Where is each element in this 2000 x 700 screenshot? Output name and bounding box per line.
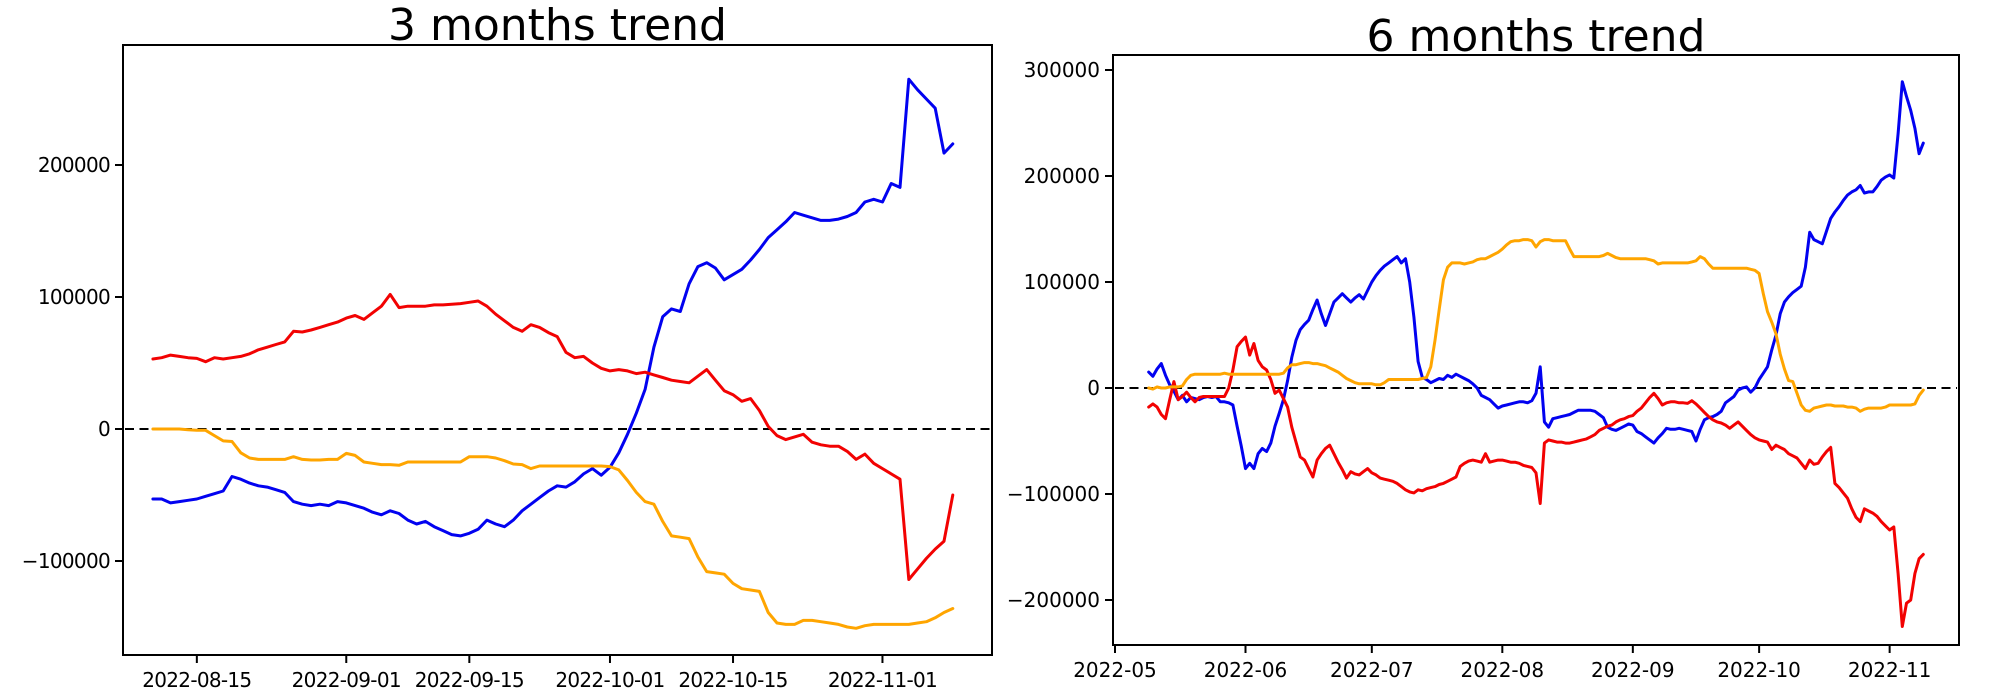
x-tick-label: 2022-11 bbox=[1848, 658, 1932, 682]
chart-6-months-trend: 2022-05 2022-06 2022-07 2022-08 2022-09 2022-… bbox=[1007, 54, 1960, 682]
y-tick-label: 100000 bbox=[38, 285, 110, 309]
series-line-orange-series bbox=[1147, 238, 1925, 413]
x-tick-label: 2022-11-01 bbox=[828, 668, 937, 692]
y-tick-label: 300000 bbox=[1024, 58, 1100, 82]
x-tick-label: 2022-09-01 bbox=[292, 668, 401, 692]
y-tick-label: −200000 bbox=[1007, 588, 1100, 612]
x-tick-label: 2022-08-15 bbox=[142, 668, 251, 692]
plot-area-border bbox=[1112, 54, 1960, 646]
x-tick-label: 2022-05 bbox=[1073, 658, 1157, 682]
plot-area-border bbox=[122, 44, 993, 656]
y-tick-label: 200000 bbox=[38, 153, 110, 177]
x-tick-label: 2022-10 bbox=[1717, 658, 1801, 682]
chart-title-6-months-trend: 6 months trend bbox=[1366, 11, 1706, 62]
series-line-red-series bbox=[151, 292, 955, 581]
y-tick-label: 200000 bbox=[1024, 164, 1100, 188]
y-tick-label: 0 bbox=[1087, 376, 1100, 400]
x-tick-label: 2022-10-15 bbox=[678, 668, 787, 692]
chart-title-3-months-trend: 3 months trend bbox=[388, 0, 727, 51]
series-line-blue-series bbox=[1147, 80, 1925, 471]
x-tick-label: 2022-09-15 bbox=[415, 668, 524, 692]
series-line-orange-series bbox=[151, 427, 955, 630]
y-tick-label: 0 bbox=[98, 417, 110, 441]
series-line-red-series bbox=[1147, 335, 1925, 628]
x-tick-label: 2022-06 bbox=[1204, 658, 1288, 682]
series-line-blue-series bbox=[151, 77, 955, 538]
chart-3-months-trend: 2022-08-15 2022-09-01 2022-09-15 2022-10-01… bbox=[22, 44, 993, 692]
y-tick-label: 100000 bbox=[1024, 270, 1100, 294]
y-tick-label: −100000 bbox=[22, 549, 110, 573]
x-tick-label: 2022-09 bbox=[1591, 658, 1675, 682]
x-tick-label: 2022-10-01 bbox=[555, 668, 664, 692]
y-tick-label: −100000 bbox=[1007, 482, 1100, 506]
x-tick-label: 2022-08 bbox=[1461, 658, 1545, 682]
x-tick-label: 2022-07 bbox=[1330, 658, 1414, 682]
